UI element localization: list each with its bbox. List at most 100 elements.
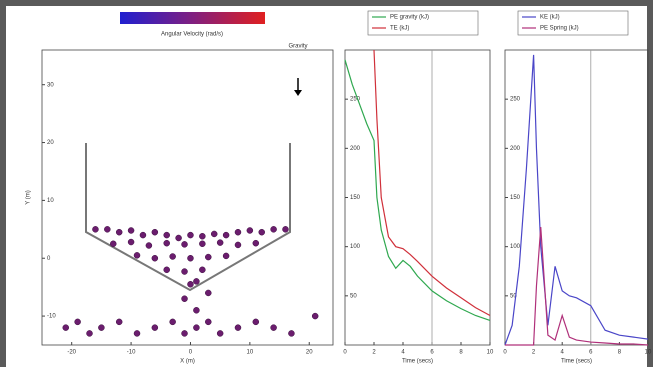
series-line bbox=[504, 54, 649, 346]
legend-label: PE gravity (kJ) bbox=[390, 15, 429, 21]
y-tick-label: 50 bbox=[510, 293, 517, 299]
particle bbox=[145, 242, 153, 249]
particle bbox=[216, 330, 224, 337]
x-tick-label: -10 bbox=[127, 350, 136, 356]
particle bbox=[205, 253, 212, 261]
x-tick-label: 2 bbox=[532, 350, 536, 356]
particle bbox=[246, 227, 254, 234]
particle bbox=[62, 324, 70, 331]
particle bbox=[104, 226, 111, 233]
particle bbox=[127, 238, 135, 246]
y-tick-label: 20 bbox=[47, 140, 54, 146]
particle bbox=[175, 234, 182, 242]
particle bbox=[199, 233, 206, 240]
x-tick-label: 4 bbox=[401, 350, 405, 356]
particle bbox=[193, 307, 200, 314]
x-tick-label: 6 bbox=[430, 350, 434, 356]
particle bbox=[127, 227, 135, 234]
y-tick-label: 0 bbox=[47, 256, 51, 262]
particle bbox=[234, 241, 242, 249]
particle bbox=[252, 318, 260, 326]
particle bbox=[205, 289, 212, 297]
particle bbox=[98, 324, 105, 331]
particle bbox=[151, 324, 159, 331]
y-tick-label: 50 bbox=[350, 293, 357, 299]
particle bbox=[181, 295, 188, 302]
plot-frame bbox=[41, 49, 334, 346]
particle bbox=[199, 240, 206, 248]
x-tick-label: 0 bbox=[189, 350, 193, 356]
panel bbox=[6, 6, 647, 367]
series-line bbox=[344, 59, 491, 321]
particle bbox=[115, 318, 123, 326]
particle bbox=[234, 228, 242, 236]
y-axis-label: Y (m) bbox=[26, 190, 32, 205]
particle bbox=[199, 266, 206, 274]
legend-label: PE Spring (kJ) bbox=[540, 26, 579, 32]
particle bbox=[311, 312, 319, 320]
y-tick-label: 100 bbox=[510, 244, 521, 250]
x-tick-label: 0 bbox=[343, 350, 347, 356]
particle bbox=[252, 239, 260, 247]
particle bbox=[205, 318, 212, 326]
funnel bbox=[85, 143, 291, 292]
particle bbox=[163, 266, 170, 274]
y-tick-label: 200 bbox=[510, 146, 521, 152]
particle bbox=[234, 324, 242, 331]
particle bbox=[181, 241, 188, 248]
x-axis-label: Time (secs) bbox=[561, 359, 592, 365]
funnel-wall bbox=[85, 143, 291, 292]
x-tick-label: 2 bbox=[372, 350, 376, 356]
series-line bbox=[505, 226, 649, 346]
x-tick-label: -20 bbox=[67, 350, 76, 356]
x-tick-label: 20 bbox=[306, 350, 313, 356]
y-tick-label: 150 bbox=[510, 195, 521, 201]
y-tick-label: 10 bbox=[47, 198, 54, 204]
gravity-label: Gravity bbox=[288, 44, 307, 50]
particle bbox=[181, 268, 188, 275]
particle bbox=[86, 330, 93, 337]
series-line bbox=[373, 49, 491, 317]
particle bbox=[288, 330, 295, 337]
particle bbox=[115, 228, 123, 236]
x-tick-label: 10 bbox=[487, 350, 494, 356]
x-tick-label: 6 bbox=[589, 350, 593, 356]
particle bbox=[139, 231, 147, 239]
y-tick-label: 250 bbox=[350, 97, 361, 103]
particle bbox=[270, 226, 277, 233]
particle bbox=[133, 330, 141, 337]
particle bbox=[163, 231, 170, 239]
particle bbox=[151, 254, 159, 262]
particle bbox=[74, 318, 81, 326]
x-tick-label: 10 bbox=[247, 350, 254, 356]
particle bbox=[216, 239, 224, 246]
particle bbox=[151, 228, 159, 236]
x-tick-label: 4 bbox=[561, 350, 565, 356]
particle bbox=[187, 254, 194, 262]
y-tick-label: 100 bbox=[350, 244, 361, 250]
y-tick-label: -10 bbox=[47, 314, 56, 320]
particle bbox=[222, 231, 230, 239]
y-tick-label: 30 bbox=[47, 82, 54, 88]
particle bbox=[169, 253, 176, 260]
colorbar bbox=[120, 12, 265, 24]
particle bbox=[193, 278, 200, 285]
x-axis-label: X (m) bbox=[180, 359, 195, 365]
x-tick-label: 0 bbox=[503, 350, 507, 356]
particle bbox=[187, 231, 194, 239]
particle bbox=[169, 318, 176, 326]
particle bbox=[133, 252, 141, 259]
particle bbox=[222, 252, 230, 260]
y-tick-label: 150 bbox=[350, 195, 361, 201]
particle bbox=[181, 330, 188, 337]
particle bbox=[193, 324, 200, 331]
y-tick-label: 250 bbox=[510, 97, 521, 103]
particle bbox=[110, 240, 117, 248]
particle bbox=[258, 228, 265, 236]
legend-label: KE (kJ) bbox=[540, 15, 560, 21]
legend-box bbox=[367, 10, 479, 36]
particle bbox=[187, 281, 194, 288]
colorbar-label: Angular Velocity (rad/s) bbox=[161, 32, 223, 38]
particle bbox=[163, 239, 170, 247]
